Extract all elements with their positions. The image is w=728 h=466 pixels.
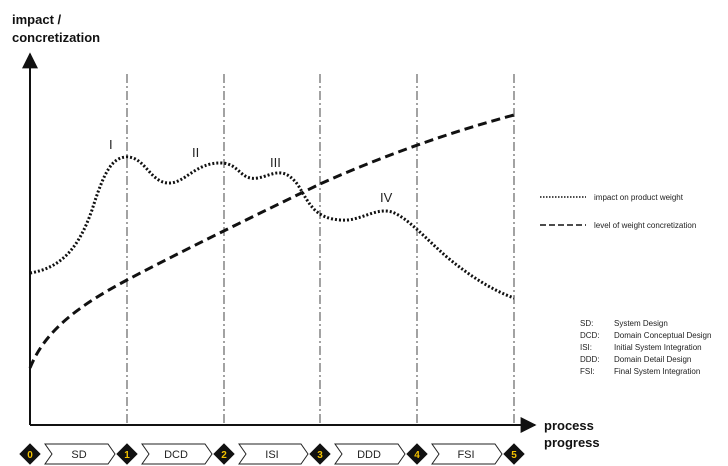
y-axis-label-line2: concretization — [12, 30, 100, 45]
abbreviation-list: SD: System Design DCD: Domain Conceptual… — [580, 319, 711, 376]
impact-curve — [29, 155, 515, 300]
abbr-sd-full: System Design — [614, 319, 668, 328]
milestone-diamond-2 — [213, 443, 235, 465]
milestone-label-0: 0 — [27, 450, 33, 461]
milestone-label-1: 1 — [124, 450, 130, 461]
phase-label-fsi: FSI — [457, 449, 474, 461]
milestone-label-4: 4 — [414, 450, 420, 461]
legend: impact on product weight level of weight… — [540, 193, 696, 230]
abbr-fsi: FSI: — [580, 367, 595, 376]
legend-impact-label: impact on product weight — [594, 193, 684, 202]
milestones — [19, 443, 525, 465]
milestone-diamond-4 — [406, 443, 428, 465]
phase-chevrons — [44, 443, 503, 465]
legend-concretization-label: level of weight concretization — [594, 221, 696, 230]
x-axis-label-line2: progress — [544, 435, 600, 450]
abbr-isi-full: Initial System Integration — [614, 343, 702, 352]
phase-label-dcd: DCD — [164, 449, 188, 461]
milestone-label-3: 3 — [317, 450, 323, 461]
phase-chevron-ddd — [334, 443, 406, 465]
phase-label-ddd: DDD — [357, 449, 381, 461]
phase-chevron-dcd — [141, 443, 213, 465]
y-axis-label-line1: impact / — [12, 12, 62, 27]
milestone-diamond-0 — [19, 443, 41, 465]
concretization-curve — [28, 113, 515, 369]
abbr-ddd: DDD: — [580, 355, 600, 364]
abbr-sd: SD: — [580, 319, 593, 328]
phase-chevron-sd — [44, 443, 116, 465]
abbr-isi: ISI: — [580, 343, 592, 352]
milestone-label-2: 2 — [221, 450, 227, 461]
phase-label-sd: SD — [71, 449, 86, 461]
phase-chevron-isi — [238, 443, 309, 465]
abbr-dcd-full: Domain Conceptual Design — [614, 331, 711, 340]
abbr-dcd: DCD: — [580, 331, 600, 340]
phase-chevron-fsi — [431, 443, 503, 465]
peak-label-1: I — [109, 137, 113, 152]
milestone-diamond-5 — [503, 443, 525, 465]
abbr-fsi-full: Final System Integration — [614, 367, 700, 376]
peak-label-4: IV — [380, 190, 393, 205]
x-axis-label-line1: process — [544, 418, 594, 433]
peak-label-2: II — [192, 145, 199, 160]
milestone-diamond-1 — [116, 443, 138, 465]
gate-lines — [126, 74, 515, 425]
milestone-diamond-3 — [309, 443, 331, 465]
phase-label-isi: ISI — [265, 449, 278, 461]
milestone-label-5: 5 — [511, 450, 517, 461]
abbr-ddd-full: Domain Detail Design — [614, 355, 691, 364]
peak-label-3: III — [270, 155, 281, 170]
